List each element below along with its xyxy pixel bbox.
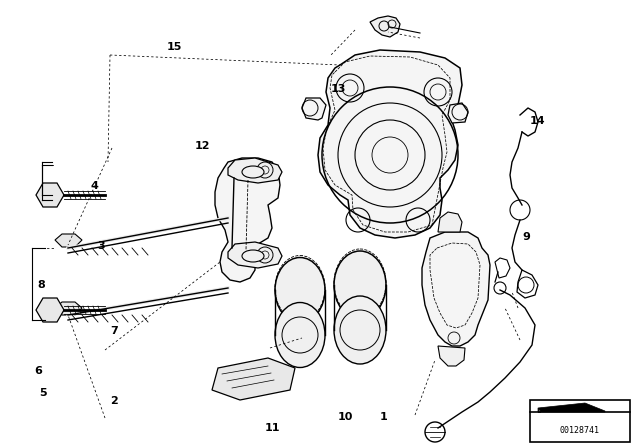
Ellipse shape: [334, 251, 386, 319]
Polygon shape: [228, 158, 282, 183]
Polygon shape: [448, 103, 468, 123]
Text: 8: 8: [38, 280, 45, 290]
Polygon shape: [215, 158, 280, 282]
Polygon shape: [438, 212, 462, 232]
Text: 4: 4: [90, 181, 98, 191]
Text: 2: 2: [110, 396, 118, 406]
Polygon shape: [302, 98, 326, 120]
Text: 14: 14: [530, 116, 545, 126]
Polygon shape: [212, 358, 295, 400]
Text: 12: 12: [195, 141, 211, 151]
Text: 5: 5: [39, 388, 47, 398]
Polygon shape: [538, 408, 540, 412]
Polygon shape: [55, 234, 82, 247]
Ellipse shape: [334, 296, 386, 364]
Polygon shape: [36, 183, 64, 207]
Ellipse shape: [275, 302, 325, 367]
Ellipse shape: [275, 258, 325, 323]
Text: 3: 3: [97, 241, 105, 250]
Text: 15: 15: [167, 42, 182, 52]
Polygon shape: [438, 346, 465, 366]
Text: 13: 13: [330, 84, 346, 94]
Polygon shape: [228, 242, 282, 268]
Text: 11: 11: [264, 423, 280, 433]
Polygon shape: [538, 403, 605, 412]
Text: 9: 9: [522, 232, 530, 241]
Text: 10: 10: [338, 412, 353, 422]
Text: 6: 6: [35, 366, 42, 376]
Polygon shape: [318, 50, 462, 238]
Ellipse shape: [242, 166, 264, 178]
Polygon shape: [55, 302, 82, 315]
Polygon shape: [422, 232, 490, 346]
Polygon shape: [36, 298, 64, 322]
Bar: [530, 400, 630, 442]
Ellipse shape: [242, 250, 264, 262]
Text: 7: 7: [110, 326, 118, 336]
Polygon shape: [370, 16, 400, 37]
Text: 00128741: 00128741: [560, 426, 600, 435]
Text: 1: 1: [380, 412, 388, 422]
